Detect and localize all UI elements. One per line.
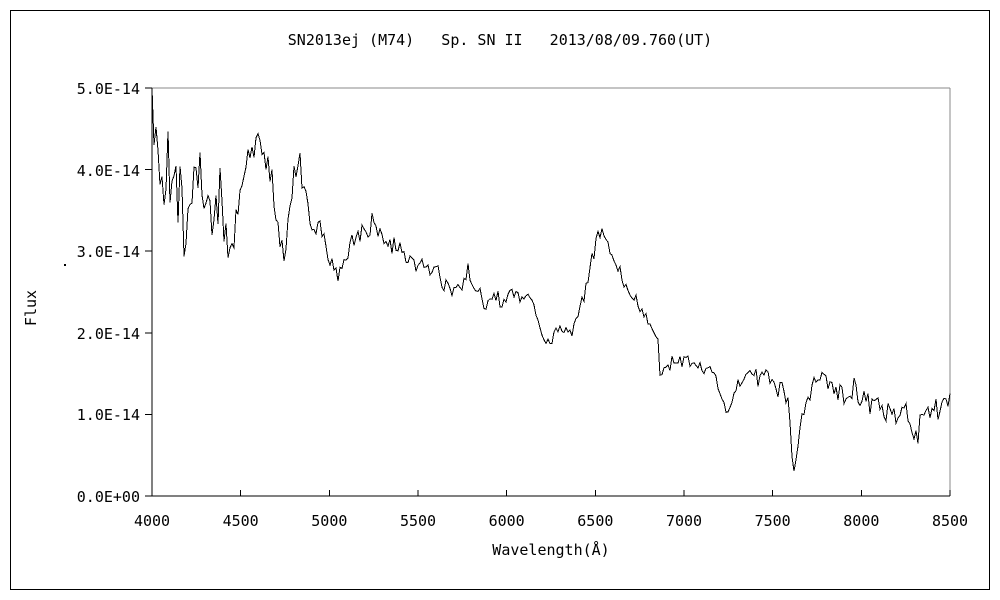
x-tick-label: 8000	[843, 512, 880, 530]
x-tick-label: 8500	[931, 512, 969, 530]
y-tick-label: 2.0E-14	[76, 324, 140, 343]
y-tick-label: 4.0E-14	[76, 161, 140, 180]
x-axis-title: Wavelength(Å)	[492, 541, 610, 559]
chart-title: SN2013ej (M74) Sp. SN II 2013/08/09.760(…	[287, 31, 713, 49]
y-tick-label: 0.0E+00	[76, 488, 140, 506]
y-tick-label: 3.0E-14	[76, 243, 140, 262]
x-tick-label: 6500	[577, 512, 614, 530]
x-tick-label: 7500	[754, 512, 791, 530]
x-tick-label: 5000	[311, 512, 348, 530]
x-tick-label: 7000	[665, 512, 703, 530]
x-tick-label: 4000	[133, 512, 171, 530]
x-tick-label: 6000	[488, 512, 525, 530]
stray-dot	[64, 264, 66, 266]
image-border	[10, 10, 990, 590]
spectrum-trace	[151, 87, 951, 472]
x-tick-label: 5500	[399, 512, 437, 530]
y-tick-label: 1.0E-14	[76, 406, 140, 425]
y-tick-label: 5.0E-14	[76, 80, 140, 98]
x-tick-label: 4500	[222, 512, 259, 530]
